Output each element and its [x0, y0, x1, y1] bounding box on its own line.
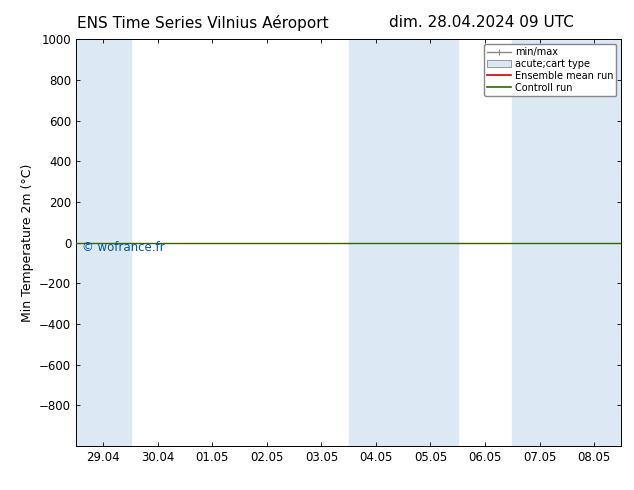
Bar	[349, 39, 458, 446]
Text: dim. 28.04.2024 09 UTC: dim. 28.04.2024 09 UTC	[389, 15, 574, 30]
Bar	[76, 39, 131, 446]
Y-axis label: Min Temperature 2m (°C): Min Temperature 2m (°C)	[20, 163, 34, 322]
Text: © wofrance.fr: © wofrance.fr	[82, 241, 164, 253]
Text: ENS Time Series Vilnius Aéroport: ENS Time Series Vilnius Aéroport	[77, 15, 328, 31]
Legend: min/max, acute;cart type, Ensemble mean run, Controll run: min/max, acute;cart type, Ensemble mean …	[484, 44, 616, 96]
Bar	[512, 39, 621, 446]
